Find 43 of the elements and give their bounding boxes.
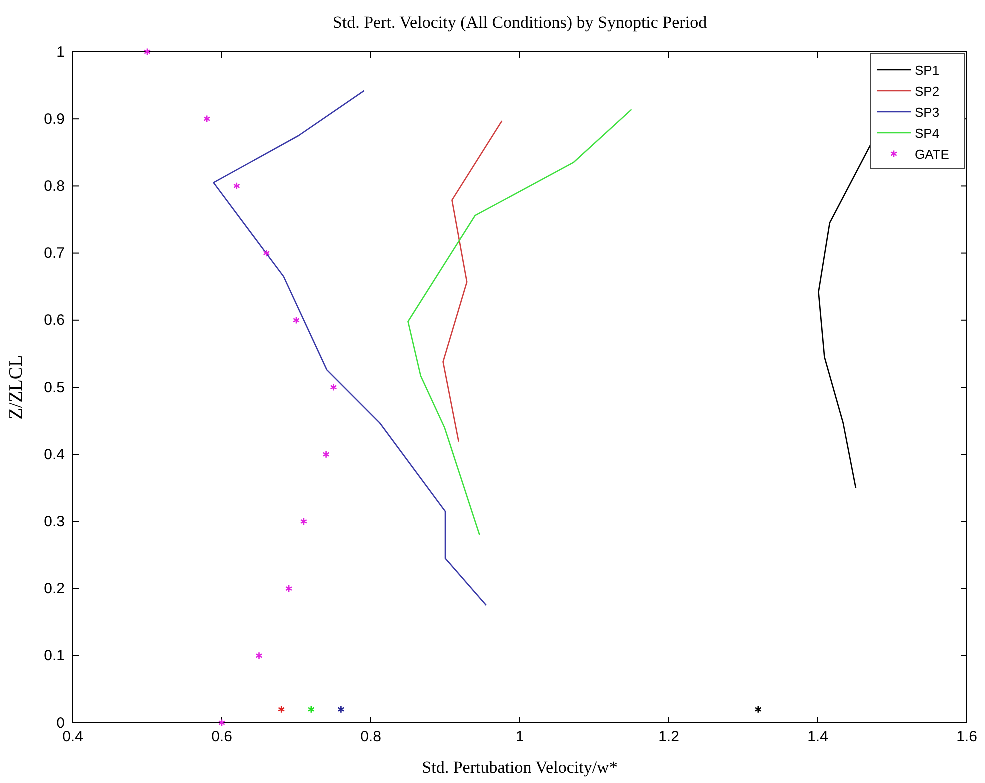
y-tick-label: 0.6	[44, 312, 65, 330]
y-tick-label: 0.1	[44, 648, 65, 665]
y-tick-label: 0.2	[44, 580, 65, 598]
point	[308, 706, 315, 714]
point	[322, 450, 330, 459]
point	[278, 706, 286, 714]
point	[292, 316, 300, 324]
legend-label: SP4	[915, 126, 940, 141]
legend-label: SP3	[915, 105, 940, 120]
point	[256, 652, 263, 660]
y-tick-label: 0.8	[44, 178, 65, 195]
point	[233, 182, 240, 190]
point	[204, 115, 211, 124]
point	[263, 249, 270, 258]
chart-title: Std. Pert. Velocity (All Conditions) by Synoptic Period	[332, 13, 708, 32]
x-tick-label: 1.2	[658, 728, 680, 746]
line-series	[408, 109, 632, 536]
point	[330, 384, 338, 392]
y-tick-label: 1	[56, 44, 65, 61]
point	[286, 584, 293, 593]
y-tick-label: 0.4	[44, 446, 65, 464]
x-axis-title: Std. Pertubation Velocity/w*	[422, 758, 618, 777]
point	[144, 48, 152, 56]
y-tick-label: 0.9	[44, 110, 65, 128]
y-tick-label: 0.5	[44, 379, 65, 396]
point	[300, 518, 308, 526]
point	[338, 706, 345, 714]
point	[218, 719, 226, 727]
point	[754, 706, 762, 714]
legend-label: GATE	[915, 147, 950, 162]
line-series	[442, 120, 503, 442]
y-tick-label: 0.3	[44, 514, 65, 530]
line-series	[213, 90, 488, 606]
x-tick-label: 1.4	[808, 728, 828, 746]
legend-label: SP2	[915, 84, 940, 99]
x-tick-label: 1.6	[956, 728, 978, 746]
x-tick-label: 0.6	[212, 728, 232, 746]
legend-label: SP1	[915, 63, 940, 78]
y-tick-label: 0	[56, 714, 65, 732]
y-axis-title: Z/ZLCL	[6, 355, 27, 420]
x-tick-label: 0.8	[360, 728, 382, 746]
y-tick-label: 0.7	[44, 245, 65, 262]
x-tick-label: 1	[516, 728, 524, 746]
